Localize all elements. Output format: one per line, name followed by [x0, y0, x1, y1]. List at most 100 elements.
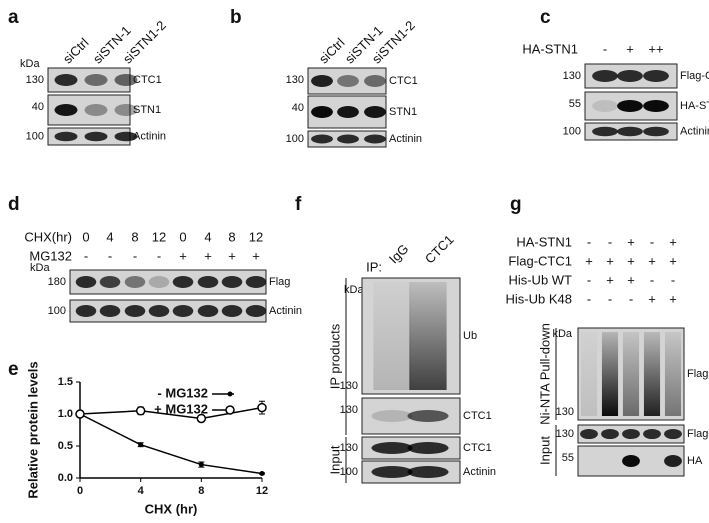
condition-name: HA-STN1 [516, 234, 572, 249]
band [172, 305, 194, 317]
condition-value: + [627, 253, 635, 268]
condition-name: MG132 [29, 248, 72, 263]
smear [373, 282, 411, 390]
band [172, 276, 194, 288]
unit-label: kDa [30, 262, 50, 274]
band [114, 131, 138, 142]
blot-name: Flag [687, 368, 708, 380]
band [54, 104, 78, 116]
condition-value: + [606, 253, 614, 268]
blot-name: CTC1 [389, 75, 418, 87]
condition-value: - [157, 248, 161, 263]
band [664, 428, 682, 440]
panel-label: f [295, 194, 302, 215]
point [75, 409, 85, 419]
blot-name: Flag [269, 276, 290, 288]
blot [47, 94, 131, 126]
band [364, 75, 386, 87]
band [364, 106, 386, 118]
condition-value: + [669, 253, 677, 268]
legend-marker [227, 391, 233, 397]
band [124, 305, 146, 317]
legend-label: - MG132 [157, 385, 208, 400]
x-tick-label: 0 [77, 485, 83, 497]
band [99, 276, 121, 288]
marker-label: 100 [340, 466, 358, 478]
condition-value: + [606, 272, 614, 287]
band [311, 75, 333, 87]
marker-label: 100 [286, 133, 304, 145]
band [337, 75, 359, 87]
marker-label: 100 [48, 305, 66, 317]
condition-value: + [669, 291, 677, 306]
band [114, 104, 138, 116]
lane-label: IgG [386, 241, 411, 266]
condition-value: - [650, 234, 654, 249]
marker-label: 130 [340, 442, 358, 454]
marker-label: 130 [556, 406, 574, 418]
lane-label: siCtrl [316, 35, 348, 67]
condition-value: 0 [82, 229, 89, 244]
condition-value: + [648, 291, 656, 306]
group-label: Input [327, 445, 342, 474]
condition-value: - [84, 248, 88, 263]
lane-label: siCtrl [60, 35, 92, 67]
band [407, 466, 449, 478]
condition-value: + [648, 253, 656, 268]
y-tick-label: 0.5 [58, 440, 73, 452]
series-line [79, 413, 263, 475]
treatment-label: HA-STN1 [522, 41, 578, 56]
condition-value: + [627, 234, 635, 249]
group-label: Input [537, 436, 552, 465]
blot-name: Actinin [133, 130, 166, 142]
condition-value: - [108, 248, 112, 263]
group-label: IP products [327, 323, 342, 389]
unit-label: kDa [20, 58, 40, 70]
condition-value: - [608, 234, 612, 249]
blot-name: STN1 [133, 104, 161, 116]
band [622, 428, 640, 440]
band [84, 131, 108, 142]
unit-label: kDa [344, 284, 364, 296]
condition-value: 4 [106, 229, 113, 244]
lane-label: + [626, 41, 634, 56]
marker-label: 40 [292, 102, 304, 114]
x-tick-label: 8 [198, 485, 204, 497]
blot-name: Flag [687, 428, 708, 440]
lane-label: ++ [648, 41, 663, 56]
band [99, 305, 121, 317]
x-axis-label: CHX (hr) [145, 501, 198, 516]
condition-value: 4 [204, 229, 211, 244]
x-tick-label: 12 [256, 485, 268, 497]
blot-name: Actinin [389, 133, 422, 145]
blot-name: HA-STN1 [680, 100, 709, 112]
blot-name: Ub [463, 330, 477, 342]
lane-label: - [603, 41, 607, 56]
band [592, 126, 618, 137]
band [617, 126, 643, 137]
band [75, 276, 97, 288]
blot-name: STN1 [389, 106, 417, 118]
marker-label: 130 [563, 70, 581, 82]
band [311, 106, 333, 118]
band [197, 276, 219, 288]
condition-value: + [179, 248, 187, 263]
band [148, 276, 170, 288]
band [580, 428, 598, 440]
band [311, 134, 333, 144]
point [196, 413, 207, 424]
band [622, 455, 640, 467]
condition-value: + [585, 253, 593, 268]
lane-label: CTC1 [422, 232, 457, 267]
band [371, 410, 413, 422]
condition-value: - [608, 291, 612, 306]
blot-name: Actinin [463, 466, 496, 478]
marker-label: 130 [26, 74, 44, 86]
panel-label: b [230, 7, 242, 28]
marker-label: 130 [340, 380, 358, 392]
band [114, 74, 138, 86]
blot-name: CTC1 [463, 410, 492, 422]
band [407, 410, 449, 422]
panel-label: c [540, 7, 551, 28]
condition-value: + [252, 248, 260, 263]
